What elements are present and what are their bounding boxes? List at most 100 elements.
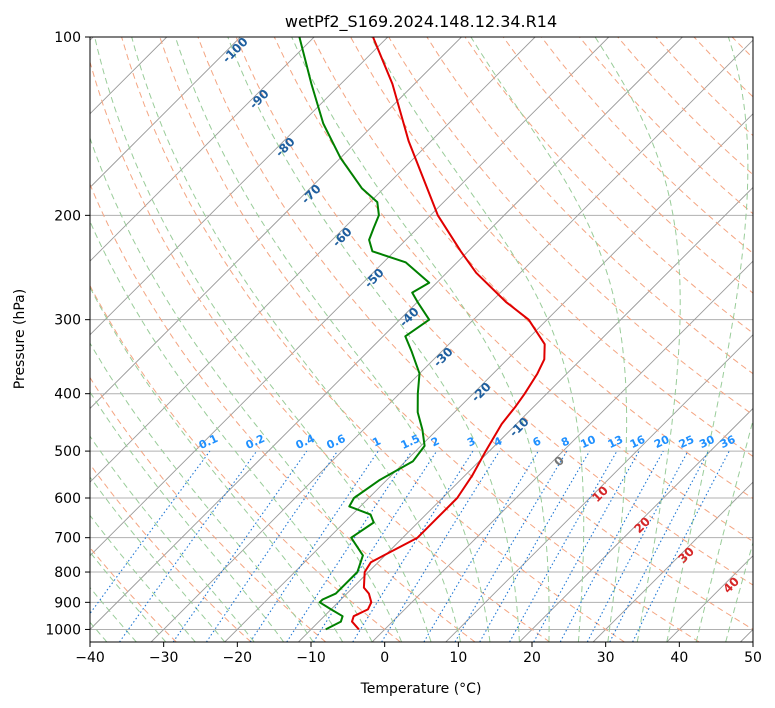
moist-adiabat-line (695, 418, 753, 642)
y-tick-label: 800 (54, 565, 81, 581)
moist-adiabat-line (90, 391, 285, 642)
y-axis-label: Pressure (hPa) (12, 289, 28, 389)
mixing-ratio-label: 16 (628, 433, 648, 451)
moist-adiabat-line (90, 551, 167, 642)
moist-adiabat-line (174, 37, 491, 642)
mixing-ratio-line (313, 450, 438, 642)
mixing-ratio-label: 13 (606, 433, 625, 451)
y-tick-label: 500 (54, 444, 81, 460)
mixing-ratio-label: 36 (718, 433, 738, 451)
mixing-ratio-line (286, 450, 413, 642)
isotherm-line (224, 113, 753, 642)
moist-adiabat-line (90, 286, 344, 642)
mixing-ratio-line (381, 450, 500, 642)
moist-adiabat-line (666, 37, 749, 642)
y-tick-label: 100 (54, 30, 81, 46)
dry-adiabat-line (90, 463, 252, 642)
dry-adiabat-line (311, 37, 753, 500)
y-tick-label: 700 (54, 531, 81, 547)
mixing-ratio-label: 30 (697, 433, 717, 451)
dry-adiabat-line (121, 37, 625, 642)
mixing-ratio-label: 10 (578, 433, 598, 451)
dry-adiabat-line (90, 60, 551, 642)
mixing-ratio-line (119, 450, 258, 642)
x-axis: −40 −30 −20 −10 0 10 20 30 40 50 (75, 642, 762, 666)
x-tick-label: 40 (670, 650, 688, 666)
mixing-ratio-label: 20 (652, 433, 672, 451)
isotherm-line (90, 37, 462, 410)
y-axis: 100 200 300 400 500 600 700 800 900 1000 (45, 30, 90, 638)
moist-adiabat-line (227, 37, 520, 642)
x-tick-label: 0 (380, 650, 389, 666)
isotherm-line (592, 481, 753, 642)
dry-adiabat-line (90, 376, 327, 642)
isotherm-line (90, 37, 536, 483)
isotherm-line (150, 39, 753, 642)
mixing-ratio-labels: 0.1 0.2 0.4 0.6 1 1.5 2 3 4 6 8 10 13 16 20 25 30 36 (197, 432, 738, 452)
y-tick-label: 300 (54, 313, 81, 329)
moist-adiabat-line (291, 37, 550, 642)
moist-adiabat-line (725, 540, 753, 642)
moist-adiabat-line (90, 220, 373, 642)
moist-adiabat-line (370, 37, 585, 642)
mixing-ratio-line (509, 450, 618, 642)
dry-adiabat-line (235, 37, 753, 586)
isotherm-line (519, 407, 753, 642)
mixing-ratio-line (559, 450, 664, 642)
dry-adiabat-line (159, 37, 700, 642)
isotherm-lines (90, 37, 753, 642)
plot-area: 0.1 0.2 0.4 0.6 1 1.5 2 3 4 6 8 10 13 16 20 25 30 36-100-… (90, 37, 753, 642)
isobar-lines (90, 37, 753, 630)
plot-frame (89, 36, 754, 643)
y-tick-label: 1000 (45, 622, 81, 638)
y-tick-label: 600 (54, 491, 81, 507)
mixing-ratio-line (249, 450, 379, 642)
dry-adiabat-lines (90, 37, 753, 642)
dry-adiabat-line (197, 37, 753, 630)
isotherm-line (90, 37, 241, 189)
dry-adiabat-line (502, 37, 753, 294)
mixing-ratio-line (352, 450, 474, 642)
isotherm-line (371, 260, 753, 642)
isotherm-line (90, 37, 315, 262)
temperature-profile-line (351, 37, 546, 631)
moist-adiabat-line (470, 37, 628, 642)
mixing-ratio-line (205, 450, 338, 642)
x-tick-label: 10 (449, 650, 467, 666)
y-tick-label: 200 (54, 208, 81, 224)
moist-adiabat-line (90, 342, 314, 642)
mixing-ratio-line (632, 450, 730, 642)
sounding-profiles (298, 37, 546, 631)
moist-adiabat-line (90, 435, 255, 642)
isotherm-line (90, 37, 389, 336)
moist-adiabat-line (131, 37, 461, 642)
x-tick-label: −20 (223, 650, 253, 666)
dry-adiabat-line (273, 37, 753, 543)
moist-adiabat-line (594, 37, 681, 642)
moist-adiabat-line (90, 136, 403, 642)
isotherm-line (445, 334, 753, 642)
moist-adiabat-line (90, 514, 196, 642)
moist-adiabat-lines (90, 37, 753, 642)
moist-adiabat-line (94, 37, 432, 642)
mixing-ratio-line (90, 450, 211, 615)
y-tick-label: 900 (54, 595, 81, 611)
x-tick-label: 50 (744, 650, 762, 666)
x-tick-label: −10 (296, 650, 326, 666)
dewpoint-profile-line (298, 37, 431, 631)
mixing-ratio-line (533, 450, 640, 642)
moist-adiabat-line (90, 476, 226, 642)
mixing-ratio-line (172, 450, 308, 642)
mixing-ratio-lines (90, 450, 730, 642)
isotherm-line (90, 37, 683, 631)
x-tick-label: −30 (149, 650, 179, 666)
x-tick-label: 20 (523, 650, 541, 666)
y-tick-label: 400 (54, 387, 81, 403)
x-tick-label: 30 (597, 650, 615, 666)
isotherm-line (90, 37, 610, 557)
x-tick-label: −40 (75, 650, 105, 666)
chart-title: wetPf2_S169.2024.148.12.34.R14 (285, 12, 557, 32)
x-axis-label: Temperature (°C) (360, 681, 482, 697)
